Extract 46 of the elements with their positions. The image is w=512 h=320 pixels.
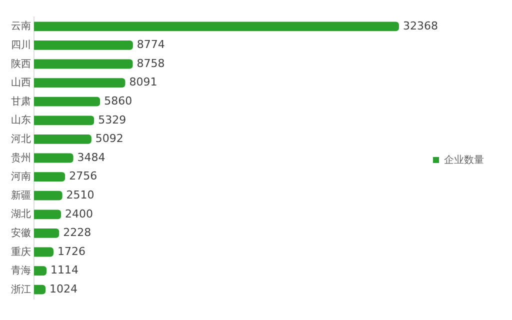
y-tick-label: 新疆 [11,189,31,202]
data-label: 2756 [69,170,98,183]
legend-label: 企业数量 [444,154,484,166]
bar [34,247,54,257]
data-label: 5329 [98,113,126,126]
bar [34,228,60,238]
data-label: 32368 [402,19,438,32]
y-tick-label: 河南 [11,170,31,183]
data-label: 3484 [77,150,106,164]
data-label: 8774 [136,38,165,52]
y-tick-label: 湖北 [11,208,31,220]
y-tick-label: 浙江 [11,283,31,296]
bar [34,172,66,182]
bar [34,116,94,126]
y-tick-label: 山东 [11,114,31,126]
bar [34,22,399,32]
y-tick-label: 云南 [11,20,31,32]
y-tick-label: 贵州 [11,152,31,164]
data-label: 8758 [136,56,165,70]
bar [34,78,126,88]
y-tick-label: 四川 [11,38,31,51]
bar [34,59,133,69]
y-tick-label: 陕西 [11,58,31,70]
y-tick-label: 山西 [11,76,31,89]
bar [34,190,62,200]
data-label: 8091 [129,76,158,89]
y-tick-label: 河北 [11,132,31,145]
bar [34,40,133,50]
data-label: 2400 [65,207,94,220]
bar [34,266,47,276]
y-tick-label: 甘肃 [11,95,31,108]
bar [34,153,74,163]
bar [34,284,46,294]
bar [34,210,62,220]
bar [34,134,92,144]
data-label: 2228 [63,226,92,240]
data-label: 2510 [66,188,94,202]
data-label: 1024 [50,282,78,296]
y-tick-label: 重庆 [11,246,31,258]
y-tick-label: 安徽 [11,226,31,239]
data-label: 5860 [104,94,132,108]
data-label: 1114 [50,264,79,277]
data-label: 5092 [95,132,124,146]
data-label: 1726 [57,244,86,258]
bar [34,96,100,106]
y-tick-label: 青海 [11,264,31,277]
